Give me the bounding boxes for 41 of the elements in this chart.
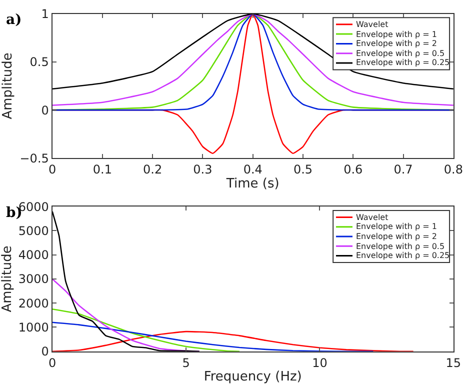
line-series: [52, 210, 200, 352]
x-tick-label: 0.6: [344, 162, 363, 177]
x-tick-label: 0.4: [243, 162, 262, 177]
x-tick-label: 0.1: [92, 162, 112, 177]
line-series: [52, 14, 454, 90]
x-tick-label: 15: [446, 356, 462, 370]
x-axis-title: Frequency (Hz): [204, 369, 302, 384]
legend-label: Envelope with ρ = 0.25: [356, 251, 450, 260]
y-tick-label: 0: [41, 103, 49, 118]
legend-label: Envelope with ρ = 2: [356, 39, 437, 48]
y-tick-label: 4000: [18, 248, 49, 262]
y-tick-label: −0.5: [20, 151, 49, 166]
x-tick-label: 0.7: [394, 162, 413, 177]
x-axis-title: Time (s): [225, 176, 280, 192]
legend-label: Envelope with ρ = 0.25: [356, 58, 450, 67]
y-axis-title: Amplitude: [0, 52, 16, 120]
chart-title: a): [6, 12, 22, 28]
y-tick-label: 3000: [18, 272, 49, 286]
x-tick-label: 0.8: [444, 162, 463, 177]
legend-label: Envelope with ρ = 0.5: [356, 49, 445, 58]
y-tick-label: 1: [41, 7, 49, 22]
legend-label: Wavelet: [356, 20, 388, 29]
line-series: [52, 322, 374, 352]
legend-label: Wavelet: [356, 213, 388, 222]
line-series: [52, 330, 414, 352]
legend-label: Envelope with ρ = 1: [356, 222, 437, 231]
x-tick-label: 0.5: [293, 162, 313, 177]
legend-label: Envelope with ρ = 0.5: [356, 242, 445, 251]
legend-label: Envelope with ρ = 1: [356, 30, 437, 39]
y-tick-label: 1000: [18, 320, 49, 334]
legend-label: Envelope with ρ = 2: [356, 232, 437, 241]
x-tick-label: 10: [312, 356, 328, 370]
y-tick-label: 5000: [18, 224, 49, 238]
line-series: [52, 308, 240, 352]
y-tick-label: 0: [41, 344, 49, 359]
x-tick-label: 0.2: [143, 162, 162, 177]
y-axis-title: Amplitude: [0, 246, 15, 312]
x-tick-label: 0.3: [193, 162, 212, 177]
y-tick-label: 0.5: [30, 55, 49, 70]
y-tick-label: 2000: [18, 296, 49, 310]
x-tick-label: 5: [182, 356, 190, 370]
